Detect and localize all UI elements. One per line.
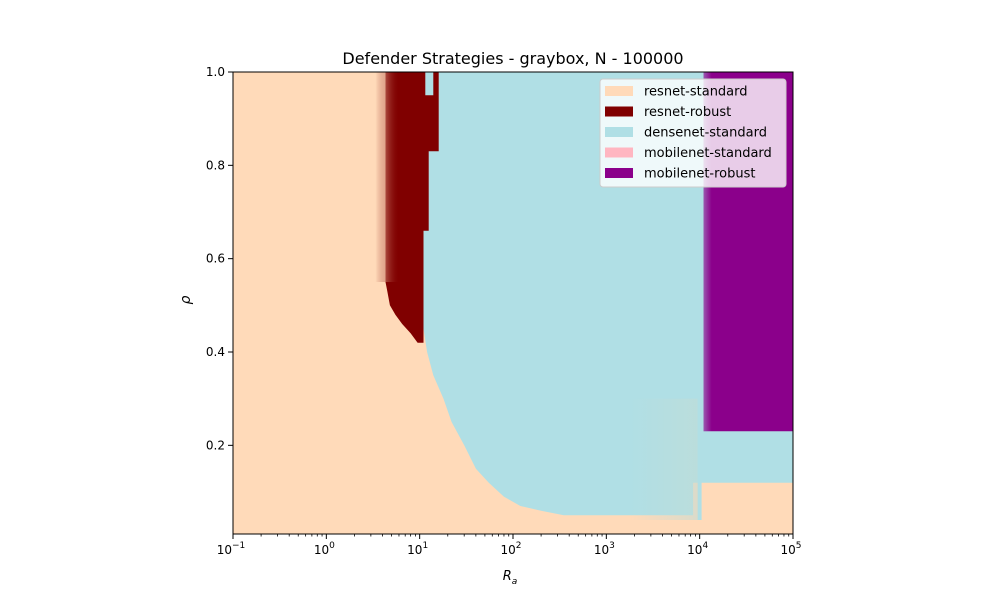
legend-item-mobilenet-standard: mobilenet-standard (605, 146, 772, 161)
legend-swatch (605, 127, 633, 137)
legend-swatch (605, 168, 633, 178)
x-tick-label: 10−1 (217, 541, 246, 557)
x-tick-label: 102 (500, 541, 521, 557)
mixed-strategy-blend (630, 398, 698, 520)
y-tick-label: 0.2 (206, 438, 225, 452)
legend-label: resnet-robust (644, 105, 731, 120)
y-axis: 0.2 0.4 0.6 0.8 1.0 (206, 65, 233, 452)
x-axis-label: Ra (503, 569, 518, 587)
legend-swatch (605, 86, 633, 96)
legend-label: mobilenet-robust (644, 167, 756, 182)
legend-swatch (605, 147, 633, 158)
legend: resnet-standard resnet-robust densenet-sta… (599, 78, 787, 188)
legend-item-densenet-standard: densenet-standard (605, 126, 767, 141)
legend-swatch (605, 106, 633, 117)
y-tick-label: 0.8 (206, 158, 225, 172)
chart-title: Defender Strategies - graybox, N - 10000… (342, 49, 683, 68)
legend-item-resnet-robust: resnet-robust (605, 105, 731, 120)
legend-label: resnet-standard (644, 85, 748, 100)
x-tick-label: 103 (594, 541, 615, 557)
legend-label: mobilenet-standard (644, 146, 772, 161)
legend-item-resnet-standard: resnet-standard (605, 85, 748, 100)
y-tick-label: 1.0 (206, 65, 225, 79)
x-tick-label: 105 (780, 541, 801, 557)
legend-label: densenet-standard (644, 126, 767, 141)
y-tick-label: 0.6 (206, 252, 225, 266)
x-tick-label: 101 (407, 541, 428, 557)
x-tick-label: 104 (687, 541, 708, 557)
legend-box (599, 78, 787, 188)
robust-edge-blend (375, 72, 400, 282)
y-axis-label: ρ (178, 295, 194, 304)
x-tick-label: 100 (314, 541, 335, 557)
legend-item-mobilenet-robust: mobilenet-robust (605, 167, 756, 182)
x-axis: 10−1 100 101 102 103 104 105 (217, 534, 802, 557)
y-tick-label: 0.4 (206, 345, 225, 359)
